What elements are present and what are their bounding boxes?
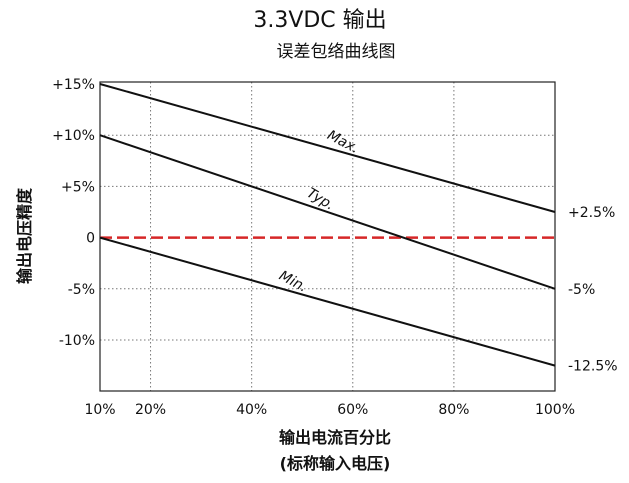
series-line-typ	[99, 134, 556, 290]
grid	[100, 82, 555, 391]
y-tick-label: +15%	[52, 77, 95, 93]
x-tick-label: 20%	[135, 402, 166, 418]
series-line-max	[99, 83, 556, 213]
series-end-label: -12.5%	[568, 359, 618, 375]
x-tick-label: 100%	[535, 402, 575, 418]
x-axis-label: 输出电流百分比	[279, 428, 391, 447]
y-tick-label: +10%	[52, 128, 95, 144]
y-tick-label: 0	[86, 231, 95, 247]
y-tick-label: -5%	[68, 282, 95, 298]
x-tick-label: 40%	[236, 402, 267, 418]
chart-title: 3.3VDC 输出	[253, 8, 386, 33]
series-end-label: +2.5%	[568, 205, 615, 221]
y-tick-label: +5%	[61, 179, 95, 195]
series-line-min	[99, 236, 556, 367]
x-axis-sublabel: (标称输入电压)	[280, 454, 391, 473]
chart-subtitle: 误差包络曲线图	[277, 42, 396, 62]
y-axis-label: 输出电压精度	[15, 187, 34, 284]
series-end-label: -5%	[568, 282, 595, 298]
series-layer	[99, 83, 556, 367]
x-tick-label: 80%	[438, 402, 469, 418]
x-tick-label: 10%	[84, 402, 115, 418]
y-tick-label: -10%	[59, 333, 95, 349]
x-tick-label: 60%	[337, 402, 368, 418]
